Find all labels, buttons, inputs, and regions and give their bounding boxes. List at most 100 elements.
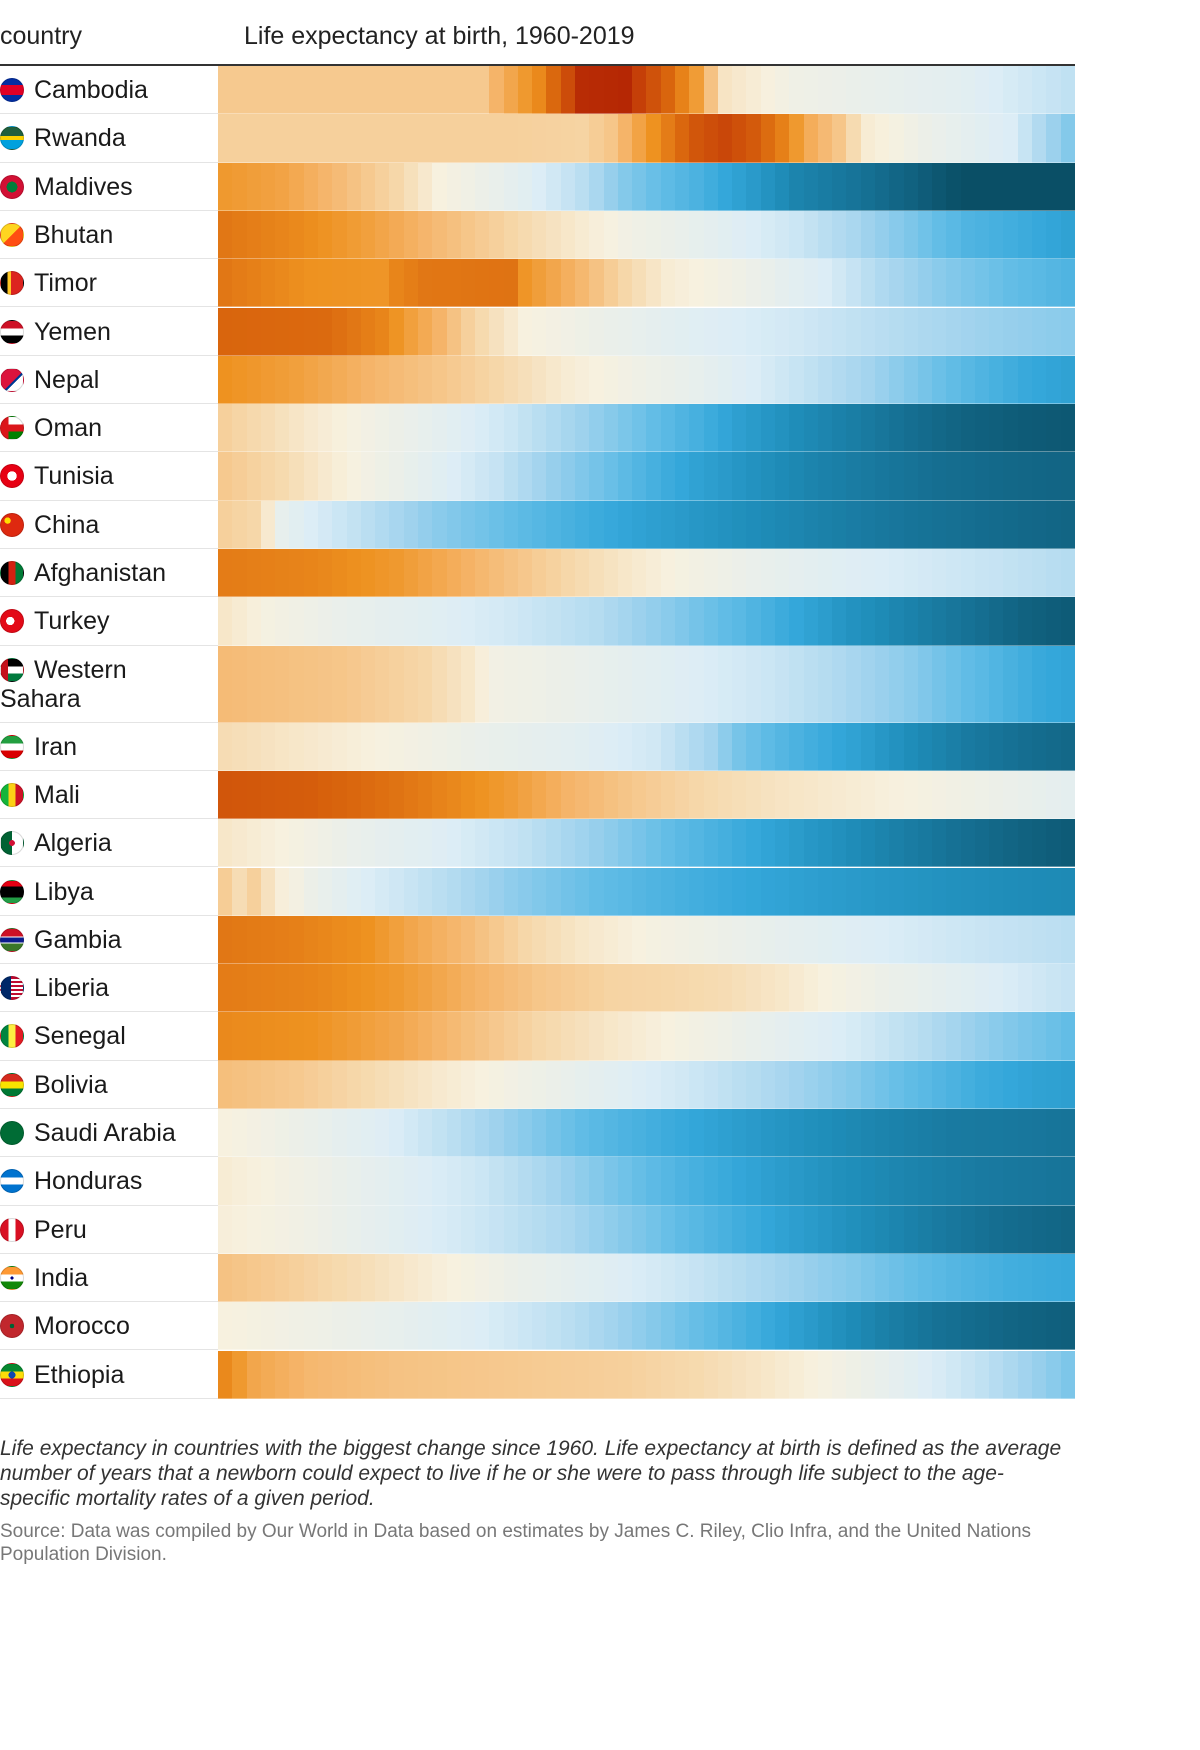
heatmap-cell [289,452,304,501]
heatmap-cell [917,162,933,211]
heatmap-cell [846,307,861,356]
heatmap-cell [832,819,847,868]
heatmap-cell [746,1157,761,1206]
heatmap-cell [517,307,533,356]
heatmap-cell [575,1109,590,1158]
heatmap-cell [375,770,390,820]
heatmap-cell [346,1060,361,1109]
heatmap-cell [432,1253,447,1303]
heatmap-cell [617,819,633,868]
heatmap-cell [646,162,661,211]
heatmap-cell [232,307,247,356]
heatmap-cell [860,1350,875,1399]
heatmap-cell [360,597,376,646]
heatmap-cell [817,1350,833,1399]
heatmap-cell [260,1253,276,1303]
heatmap-cell [332,404,347,453]
heatmap-cell [803,1060,818,1109]
heatmap-cell [717,867,733,916]
heatmap-cell [974,867,990,916]
heatmap-cell [332,1350,347,1399]
heatmap-cell [632,259,647,308]
heatmap-cell [403,1302,418,1351]
heatmap-cell [946,1302,961,1351]
heatmap-cell [346,162,361,211]
libya-flag-icon [0,879,24,904]
heatmap-cell [389,1350,404,1399]
row-separator [218,818,1075,820]
heatmap-cell [360,66,376,115]
heatmap-cell [760,645,775,723]
heatmap-cell [803,770,818,820]
heatmap-strip [218,597,1075,646]
heatmap-cell [275,549,290,598]
heatmap-cell [232,162,247,211]
heatmap-cell [517,722,533,771]
heatmap-cell [360,645,376,723]
heatmap-cell [603,722,618,771]
heatmap-cell [817,819,833,868]
heatmap-cell [275,645,290,723]
heatmap-cell [589,549,604,598]
heatmap-cell [232,1109,247,1158]
heatmap-cell [646,1157,661,1206]
row-separator [218,499,1075,501]
heatmap-cell [689,162,704,211]
heatmap-strip [218,867,1075,916]
heatmap-cell [832,66,847,115]
heatmap-cell [675,66,690,115]
heatmap-cell [603,770,618,820]
heatmap-cell [246,597,261,646]
heatmap-cell [475,404,490,453]
country-label: Cambodia [0,66,218,115]
heatmap-cell [232,915,247,965]
heatmap-cell [660,259,675,308]
heatmap-cell [632,452,647,501]
heatmap-cell [546,162,561,211]
heatmap-cell [932,1109,947,1158]
heatmap-cell [689,1157,704,1206]
heatmap-cell [817,66,833,115]
heatmap-cell [732,597,747,646]
heatmap-cell [1046,1012,1061,1061]
heatmap-cell [617,1253,633,1303]
heatmap-cell [317,867,333,916]
heatmap-cell [218,114,233,163]
heatmap-cell [646,1302,661,1351]
heatmap-cell [403,1109,418,1158]
heatmap-cell [946,1012,961,1061]
heatmap-cell [303,867,318,916]
heatmap-cell [1046,114,1061,163]
heatmap-cell [646,114,661,163]
heatmap-cell [403,114,418,163]
heatmap-cell [646,915,661,965]
country-name: Gambia [34,925,122,954]
heatmap-cell [846,452,861,501]
heatmap-cell [960,355,975,405]
heatmap-cell [903,915,918,965]
heatmap-cell [689,1350,704,1399]
heatmap-cell [589,597,604,646]
heatmap-cell [503,1205,518,1254]
heatmap-cell [1003,355,1018,405]
heatmap-cell [675,819,690,868]
heatmap-cell [846,722,861,771]
heatmap-cell [532,722,547,771]
heatmap-cell [446,66,461,115]
heatmap-cell [417,1012,433,1061]
country-label: Rwanda [0,114,218,163]
heatmap-cell [1060,259,1075,308]
heatmap-cell [246,404,261,453]
heatmap-cell [675,1157,690,1206]
heatmap-cell [346,500,361,549]
heatmap-cell [303,259,318,308]
heatmap-cell [332,819,347,868]
heatmap-cell [774,162,790,211]
heatmap-cell [1060,770,1075,820]
heatmap-cell [360,1060,376,1109]
heatmap-cell [874,597,890,646]
heatmap-cell [946,867,961,916]
heatmap-cell [275,1157,290,1206]
heatmap-cell [889,549,904,598]
heatmap-cell [617,722,633,771]
